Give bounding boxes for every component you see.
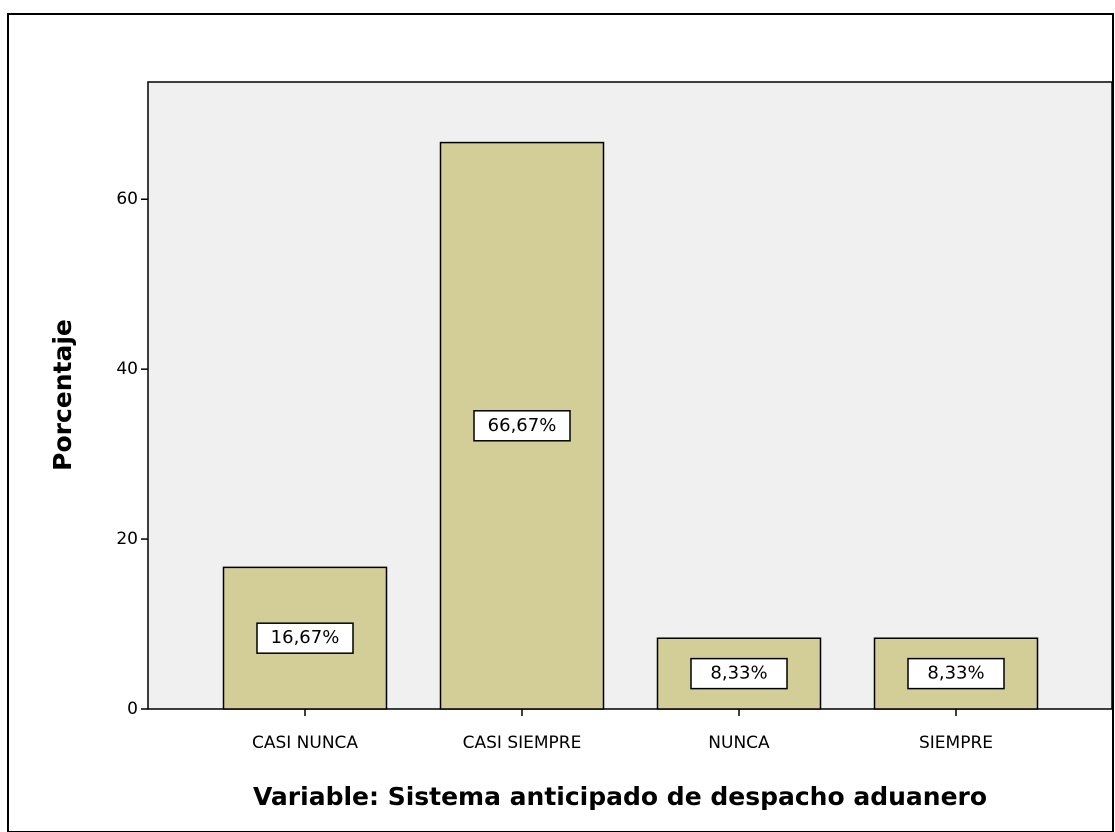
y-tick-label: 20 <box>116 529 138 549</box>
value-label: 16,67% <box>271 627 340 648</box>
value-label-box <box>907 657 1005 690</box>
x-tick-label: NUNCA <box>708 733 770 753</box>
x-tick-label: CASI NUNCA <box>252 733 358 753</box>
y-axis-title: Porcentaje <box>48 319 77 471</box>
x-tick-label: CASI SIEMPRE <box>463 733 582 753</box>
bar <box>656 637 822 710</box>
value-label-box <box>473 410 571 442</box>
value-label-box <box>690 657 788 690</box>
value-label: 8,33% <box>710 663 767 684</box>
y-tick-label: 40 <box>116 359 138 379</box>
value-label: 66,67% <box>488 415 557 436</box>
value-label-box <box>256 622 354 654</box>
x-axis-title: Variable: Sistema anticipado de despacho… <box>253 782 987 811</box>
y-tick-label: 60 <box>116 189 138 209</box>
y-tick-label: 0 <box>127 699 138 719</box>
x-tick-label: SIEMPRE <box>919 733 993 753</box>
value-label: 8,33% <box>927 663 984 684</box>
